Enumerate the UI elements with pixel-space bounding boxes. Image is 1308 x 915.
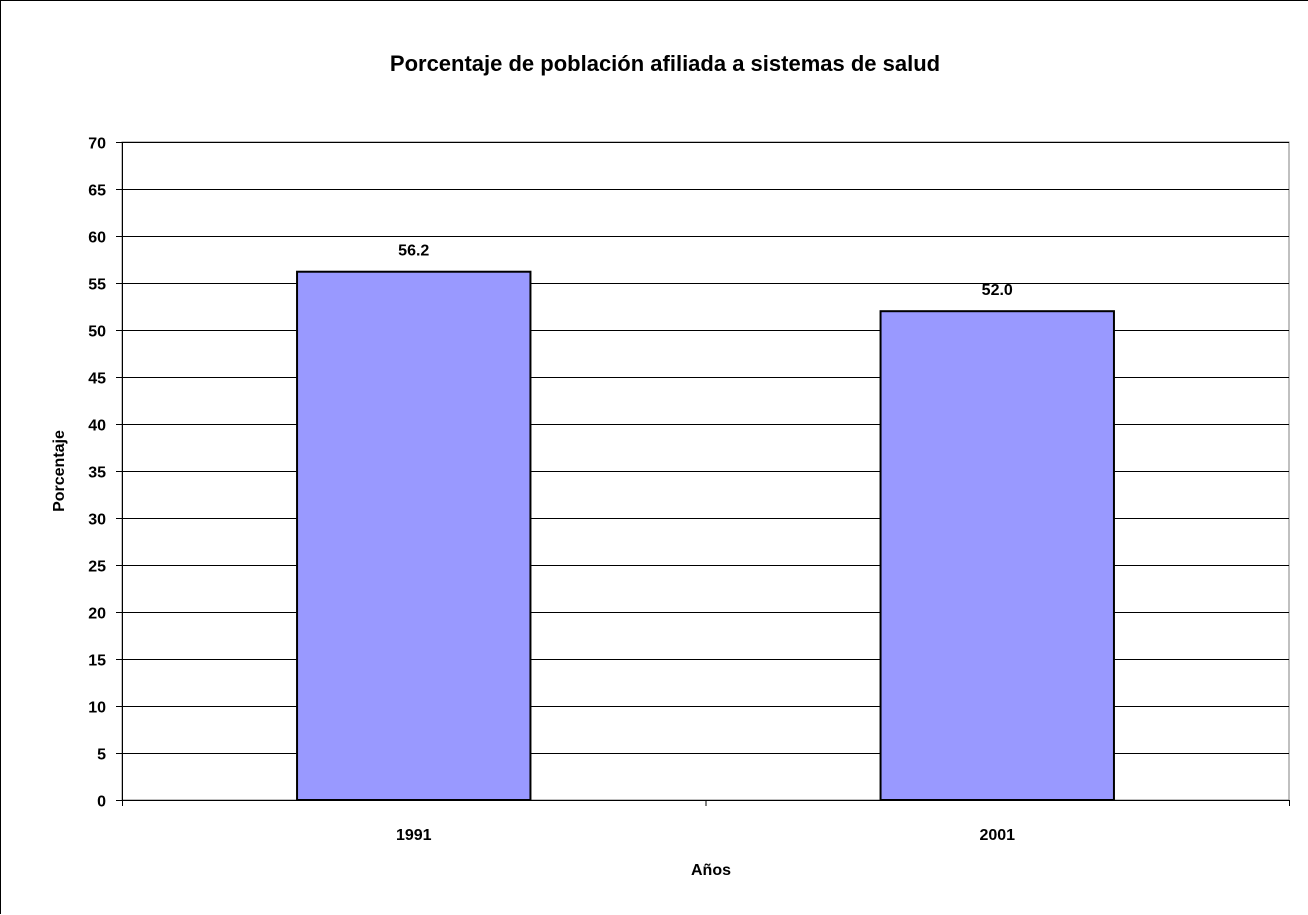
data-label-2001: 52.0 bbox=[982, 282, 1013, 299]
y-tick-label: 50 bbox=[88, 324, 106, 341]
y-tick-label: 35 bbox=[88, 465, 106, 482]
x-axis-label: Años bbox=[691, 862, 731, 879]
y-tick-label: 25 bbox=[88, 559, 106, 576]
data-labels: 56.2 52.0 bbox=[398, 243, 1013, 299]
y-tick-label: 45 bbox=[88, 371, 106, 388]
bars bbox=[296, 270, 1115, 802]
y-tick-label: 40 bbox=[88, 418, 106, 435]
y-tick-label: 55 bbox=[88, 277, 106, 294]
y-tick-label: 60 bbox=[88, 230, 106, 247]
y-tick-label: 65 bbox=[88, 183, 106, 200]
y-axis-label: Porcentaje bbox=[51, 430, 68, 512]
y-tick-label: 0 bbox=[97, 794, 106, 811]
y-tick-label: 15 bbox=[88, 653, 106, 670]
y-tick-label: 30 bbox=[88, 512, 106, 529]
x-tick-label-1991: 1991 bbox=[396, 827, 432, 844]
y-tick-label: 10 bbox=[88, 700, 106, 717]
tick-labels: 0 5 10 15 20 25 30 35 40 45 50 55 60 65 70 1991 2001 bbox=[88, 136, 1015, 845]
axes bbox=[116, 142, 1290, 806]
bar-1991 bbox=[296, 270, 532, 802]
bar-2001 bbox=[879, 310, 1115, 801]
x-tick-label-2001: 2001 bbox=[979, 827, 1015, 844]
y-tick-label: 70 bbox=[88, 136, 106, 153]
y-tick-label: 5 bbox=[97, 747, 106, 764]
y-tick-label: 20 bbox=[88, 606, 106, 623]
chart-title: Porcentaje de población afiliada a siste… bbox=[390, 51, 940, 76]
data-label-1991: 56.2 bbox=[398, 243, 429, 260]
